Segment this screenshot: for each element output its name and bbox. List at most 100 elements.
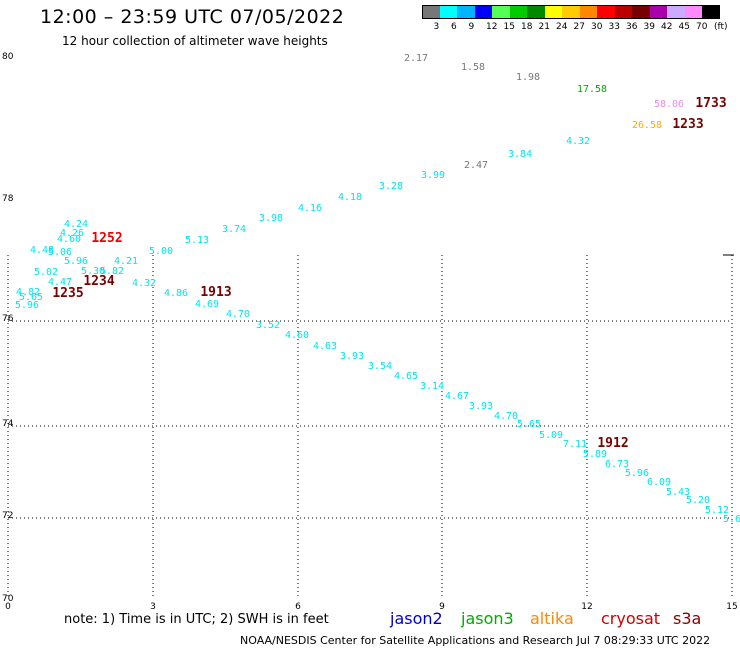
x-tick-label: 12 bbox=[581, 602, 592, 612]
legend-swatch bbox=[597, 5, 615, 19]
legend-swatch bbox=[474, 5, 492, 19]
y-tick-label: 78 bbox=[2, 194, 14, 204]
wave-height-value: 4.82 bbox=[16, 287, 40, 298]
wave-height-value: 26.58 bbox=[632, 120, 662, 131]
legend-swatch bbox=[509, 5, 527, 19]
legend-swatch bbox=[527, 5, 545, 19]
wave-height-value: 5.82 bbox=[100, 266, 124, 277]
satellite-label-altika: altika bbox=[530, 609, 574, 628]
wave-height-value: 2.47 bbox=[464, 160, 488, 171]
wave-height-value: 5.96 bbox=[64, 256, 88, 267]
wave-height-value: 4.63 bbox=[313, 341, 337, 352]
wave-height-value: 3.93 bbox=[340, 351, 364, 362]
x-tick-label: 9 bbox=[439, 602, 445, 612]
y-tick-label: 72 bbox=[2, 511, 13, 521]
wave-height-value: 4.65 bbox=[394, 371, 418, 382]
legend-swatch bbox=[614, 5, 632, 19]
wave-height-value: 5.12 bbox=[705, 505, 729, 516]
wave-height-value: 5.65 bbox=[19, 292, 43, 303]
legend-label: 3 bbox=[433, 22, 440, 32]
legend-label: 70 bbox=[696, 22, 708, 32]
wave-height-value: 4.86 bbox=[164, 288, 188, 299]
legend-swatch bbox=[492, 5, 510, 19]
wave-height-values: 2.17 1.58 1.98 17.58 58.06 1733 26.58 1233 4.32 3… bbox=[15, 53, 740, 525]
track-id-label: 1252 bbox=[91, 231, 122, 246]
wave-height-value: 5.30 bbox=[81, 266, 105, 277]
legend-border bbox=[422, 5, 720, 19]
legend-label: 24 bbox=[556, 22, 568, 32]
legend-label: 39 bbox=[643, 22, 655, 32]
track-id-label: 1913 bbox=[200, 285, 231, 300]
wave-height-value: 58.06 bbox=[654, 99, 684, 110]
wave-height-value: 5.96 bbox=[625, 468, 649, 479]
wave-height-value: 5.09 bbox=[539, 430, 563, 441]
track-id-label: 1733 bbox=[695, 96, 726, 111]
wave-height-value: 6.73 bbox=[605, 459, 629, 470]
wave-height-value: 6.09 bbox=[647, 477, 671, 488]
legend-label: 18 bbox=[521, 22, 533, 32]
legend-swatch bbox=[544, 5, 562, 19]
wave-height-value: 4.60 bbox=[57, 234, 81, 245]
wave-height-value: 5.13 bbox=[185, 235, 209, 246]
axis-ticks: 0 3 6 9 12 15 80 78 76 74 72 70 bbox=[2, 52, 738, 612]
track-id-label: 1233 bbox=[672, 117, 703, 132]
wave-height-value: 5.02 bbox=[34, 267, 58, 278]
wave-height-value: 5.20 bbox=[686, 495, 710, 506]
wave-height-value: 1.58 bbox=[461, 62, 485, 73]
wave-height-value: 1.98 bbox=[516, 72, 540, 83]
footer-credit: NOAA/NESDIS Center for Satellite Applica… bbox=[240, 634, 711, 647]
wave-height-value: 3.99 bbox=[421, 170, 445, 181]
wave-height-value: 4.21 bbox=[114, 256, 138, 267]
x-tick-label: 0 bbox=[5, 602, 11, 612]
wave-height-value: 5.6 bbox=[723, 514, 740, 525]
wave-height-value: 3.54 bbox=[368, 361, 392, 372]
legend-label: 30 bbox=[591, 22, 603, 32]
legend-swatch bbox=[562, 5, 580, 19]
x-tick-label: 3 bbox=[150, 602, 156, 612]
wave-height-value: 5.89 bbox=[583, 449, 607, 460]
legend-label: 9 bbox=[468, 22, 475, 32]
wave-height-value: 4.60 bbox=[285, 330, 309, 341]
wave-height-value: 5.06 bbox=[48, 247, 72, 258]
wave-height-value: 5.43 bbox=[666, 487, 690, 498]
legend-label: 15 bbox=[503, 22, 515, 32]
wave-height-value: 7.11 bbox=[563, 439, 587, 450]
wave-height-value: 5.65 bbox=[517, 419, 541, 430]
wave-height-value: 3.28 bbox=[379, 181, 403, 192]
wave-height-value: 4.70 bbox=[226, 309, 250, 320]
satellite-label-jason3: jason3 bbox=[461, 609, 514, 628]
wave-height-value: 3.52 bbox=[256, 320, 280, 331]
legend-swatch bbox=[439, 5, 457, 19]
satellite-label-s3a: s3a bbox=[673, 609, 702, 628]
wave-height-value: 17.58 bbox=[577, 84, 607, 95]
y-tick-label: 76 bbox=[2, 314, 14, 324]
wave-height-value: 4.24 bbox=[64, 219, 88, 230]
legend-label: 27 bbox=[573, 22, 585, 32]
wave-height-value: 5.00 bbox=[149, 246, 173, 257]
track-id-label: 1235 bbox=[52, 286, 83, 301]
footer-note: note: 1) Time is in UTC; 2) SWH is in fe… bbox=[64, 612, 329, 627]
legend-swatch bbox=[684, 5, 702, 19]
legend-label: 6 bbox=[451, 22, 457, 32]
legend-label: 21 bbox=[538, 22, 550, 32]
legend-label: 42 bbox=[661, 22, 673, 32]
legend-label: 36 bbox=[626, 22, 638, 32]
wave-height-value: 4.69 bbox=[195, 299, 219, 310]
legend-label: 33 bbox=[608, 22, 620, 32]
wave-height-value: 4.70 bbox=[494, 411, 518, 422]
track-id-label: 1234 bbox=[83, 274, 114, 289]
legend-swatch bbox=[422, 5, 440, 19]
legend-label: 12 bbox=[486, 22, 498, 32]
lat-lon-grid bbox=[7, 254, 734, 598]
legend-swatch bbox=[579, 5, 597, 19]
wave-height-value: 3.84 bbox=[508, 149, 532, 160]
x-tick-label: 15 bbox=[726, 602, 737, 612]
wave-height-value: 3.98 bbox=[259, 213, 283, 224]
legend-unit: (ft) bbox=[714, 22, 728, 32]
wave-height-value: 5.96 bbox=[15, 300, 39, 311]
y-tick-label: 70 bbox=[2, 594, 14, 604]
legend-swatch bbox=[702, 5, 720, 19]
y-tick-label: 80 bbox=[2, 52, 14, 62]
